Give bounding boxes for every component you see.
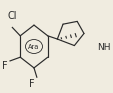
Text: F: F	[2, 61, 8, 71]
Text: Cl: Cl	[7, 11, 16, 21]
Text: NH: NH	[96, 43, 109, 52]
Text: Ara: Ara	[27, 44, 39, 49]
Text: F: F	[29, 79, 35, 89]
